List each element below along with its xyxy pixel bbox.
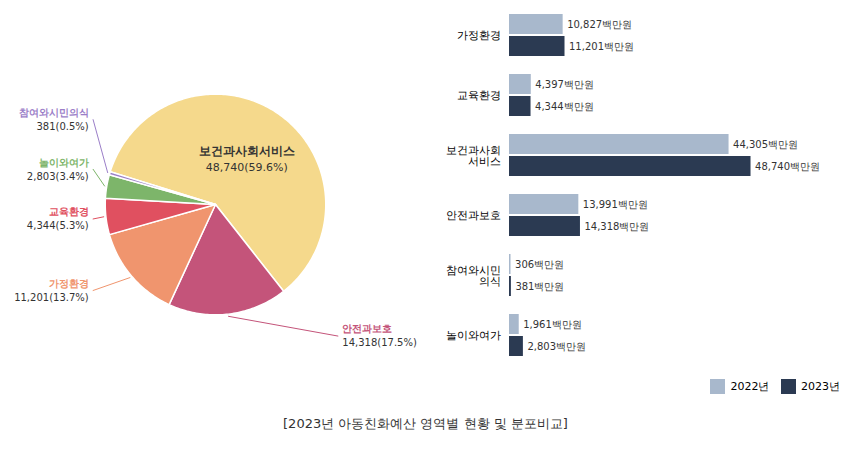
svg-text:1,961백만원: 1,961백만원	[523, 319, 582, 330]
svg-text:14,318(17.5%): 14,318(17.5%)	[342, 338, 417, 349]
svg-text:11,201백만원: 11,201백만원	[569, 41, 634, 52]
html-text:2023년: 2023년	[801, 380, 840, 393]
svg-text:보건과사회서비스: 보건과사회서비스	[446, 144, 501, 168]
svg-text:4,344(5.3%): 4,344(5.3%)	[27, 220, 89, 231]
svg-text:교육환경: 교육환경	[457, 89, 501, 102]
svg-text:교육환경: 교육환경	[49, 206, 89, 217]
svg-text:13,991백만원: 13,991백만원	[583, 199, 648, 210]
svg-text:11,201(13.7%): 11,201(13.7%)	[14, 292, 89, 303]
svg-text:놀이와여가: 놀이와여가	[446, 329, 501, 342]
svg-text:14,318백만원: 14,318백만원	[584, 221, 649, 232]
svg-text:4,397백만원: 4,397백만원	[535, 79, 594, 90]
svg-text:2,803(3.4%): 2,803(3.4%)	[27, 171, 89, 182]
svg-text:48,740백만원: 48,740백만원	[755, 161, 820, 172]
svg-text:4,344백만원: 4,344백만원	[535, 101, 594, 112]
html-text:2022년: 2022년	[730, 380, 770, 393]
svg-text:참여와시민의식: 참여와시민의식	[446, 264, 501, 288]
svg-text:보건과사회서비스: 보건과사회서비스	[199, 144, 295, 158]
svg-text:안전과보호: 안전과보호	[446, 209, 501, 222]
svg-text:안전과보호: 안전과보호	[342, 324, 392, 335]
svg-text:381(0.5%): 381(0.5%)	[36, 121, 88, 132]
svg-text:2,803백만원: 2,803백만원	[527, 341, 586, 352]
svg-text:놀이와여가: 놀이와여가	[39, 157, 89, 168]
svg-text:381백만원: 381백만원	[515, 281, 564, 292]
html-text:[2023년 아동친화예산 영역별 현황 및 분포비교]: [2023년 아동친화예산 영역별 현황 및 분포비교]	[283, 415, 568, 431]
svg-text:10,827백만원: 10,827백만원	[567, 19, 632, 30]
svg-text:가정환경: 가정환경	[457, 29, 501, 42]
svg-text:44,305백만원: 44,305백만원	[733, 139, 798, 150]
svg-text:48,740(59.6%): 48,740(59.6%)	[206, 161, 288, 174]
svg-text:참여와시민의식: 참여와시민의식	[19, 107, 89, 118]
svg-text:가정환경: 가정환경	[49, 278, 89, 289]
svg-text:306백만원: 306백만원	[515, 259, 564, 270]
